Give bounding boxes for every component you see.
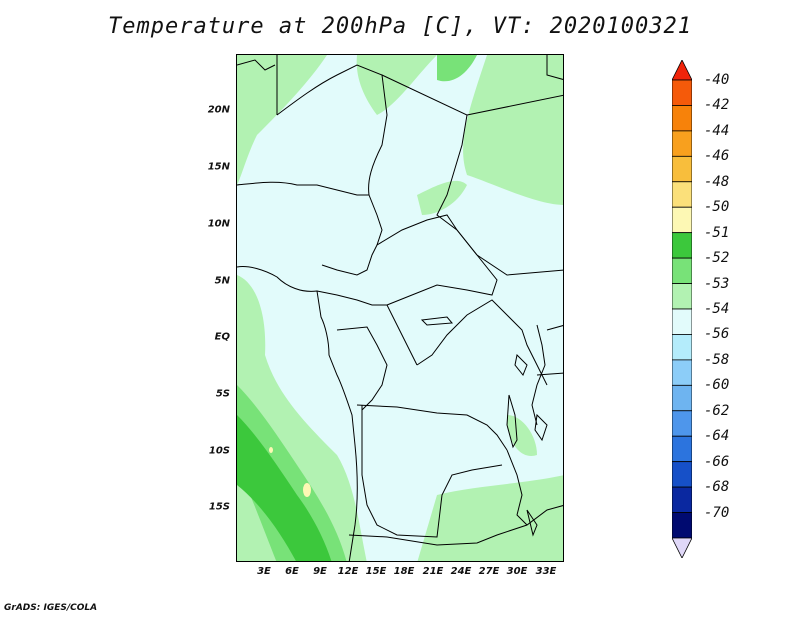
colorbar-label: -40: [704, 72, 730, 88]
colorbar-bottom-arrow: [672, 537, 692, 558]
lon-label: 9E: [313, 566, 327, 577]
lat-label: 15N: [207, 161, 230, 173]
colorbar-top-arrow: [672, 60, 692, 81]
colorbar-label: -66: [704, 453, 730, 470]
colorbar-label: -52: [704, 250, 730, 267]
colorbar-segment: [672, 206, 692, 234]
shading-dark-green: [237, 415, 332, 561]
colorbar-label: -48: [704, 173, 730, 190]
colorbar-label: -68: [704, 479, 730, 496]
colorbar-segment: [672, 130, 692, 157]
lat-label: EQ: [214, 331, 230, 343]
colorbar-segment: [672, 308, 692, 335]
lakes: [420, 316, 548, 537]
lon-label: 6E: [285, 566, 299, 577]
lon-label: 30E: [506, 566, 528, 577]
colorbar-label: -44: [704, 122, 730, 139]
shading-mid-green: [237, 55, 477, 561]
colorbar-label: -56: [704, 326, 730, 343]
lon-label: 12E: [337, 566, 359, 577]
colorbar-label: -64: [704, 428, 730, 445]
shading-yellow-spots: [269, 447, 311, 497]
lon-label: 18E: [393, 566, 415, 577]
lat-label: 15S: [208, 501, 230, 513]
lon-label: 27E: [478, 566, 500, 577]
lon-label: 24E: [450, 566, 472, 577]
lon-label: 3E: [257, 566, 271, 577]
colorbar-label: -42: [704, 97, 730, 114]
colorbar-segment: [672, 461, 692, 488]
map-canvas: [237, 55, 563, 561]
lon-label: 21E: [422, 566, 444, 577]
lat-label: 5N: [214, 275, 230, 287]
colorbar-segment: [672, 512, 692, 539]
lat-label: 20N: [207, 104, 230, 116]
lat-label: 10N: [207, 218, 230, 230]
colorbar-label: -50: [704, 199, 730, 216]
colorbar-segment: [672, 384, 692, 412]
plot-title: Temperature at 200hPa [C], VT: 202010032…: [107, 14, 693, 39]
lon-label: 15E: [365, 566, 387, 577]
colorbar-segment: [672, 334, 692, 361]
colorbar-label: -60: [704, 377, 730, 394]
colorbar-label: -54: [704, 301, 730, 317]
colorbar-segment: [672, 79, 692, 106]
colorbar: [672, 60, 692, 558]
map-panel: [236, 54, 564, 562]
country-borders: [237, 55, 563, 561]
colorbar-segment: [672, 232, 692, 259]
colorbar-segment: [672, 105, 692, 132]
colorbar-label: -62: [704, 402, 730, 419]
colorbar-segment: [672, 155, 692, 183]
colorbar-label: -46: [704, 148, 730, 165]
colorbar-segment: [672, 486, 692, 513]
lat-label: 5S: [215, 388, 230, 400]
colorbar-segment: [672, 359, 692, 386]
colorbar-label: -51: [704, 224, 730, 241]
colorbar-segment: [672, 410, 692, 437]
colorbar-segment: [672, 283, 692, 310]
lat-label: 10S: [208, 445, 230, 457]
colorbar-segment: [672, 257, 692, 284]
lon-label: 33E: [535, 566, 557, 577]
colorbar-label: -70: [704, 504, 730, 521]
colorbar-label: -58: [704, 351, 730, 368]
colorbar-segment: [672, 435, 692, 463]
colorbar-segment: [672, 181, 692, 208]
colorbar-label: -53: [704, 275, 730, 292]
credit-footer: GrADS: IGES/COLA: [4, 603, 98, 613]
